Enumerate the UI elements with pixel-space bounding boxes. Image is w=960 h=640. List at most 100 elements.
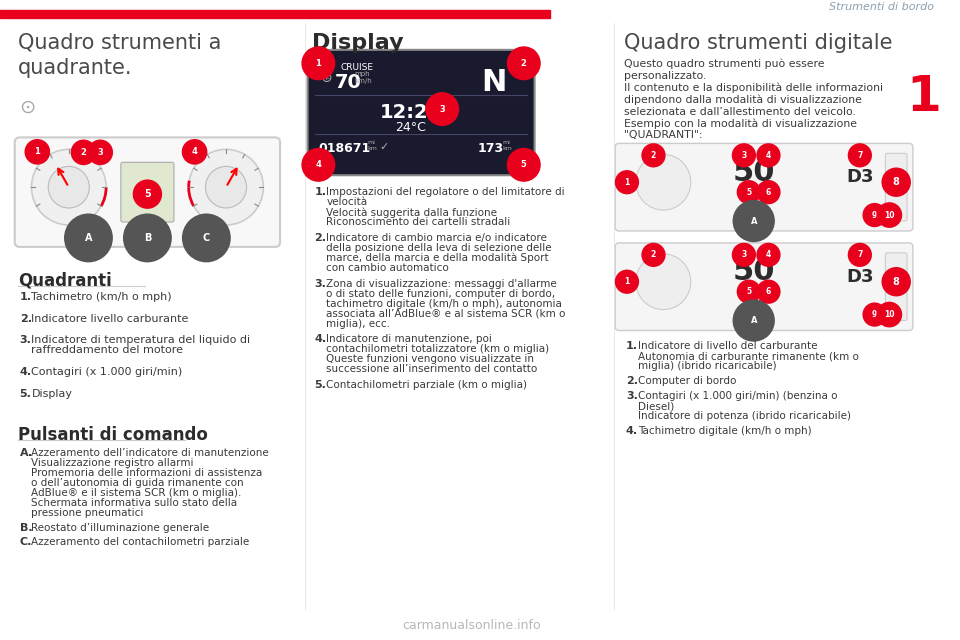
FancyBboxPatch shape [885,253,907,321]
Text: Indicatore di livello del carburante: Indicatore di livello del carburante [637,341,817,351]
Text: ⊙: ⊙ [19,98,36,116]
Text: mi
km: mi km [368,140,377,151]
Text: 2.: 2. [315,233,326,243]
Text: Display: Display [313,33,404,53]
Text: raffreddamento del motore: raffreddamento del motore [32,346,183,355]
Text: 3: 3 [741,151,747,160]
Text: Il contenuto e la disponibilità delle informazioni: Il contenuto e la disponibilità delle in… [624,83,883,93]
Text: 6: 6 [766,287,771,296]
Text: CRUISE: CRUISE [340,63,373,72]
Text: 4: 4 [192,147,198,156]
Text: 70: 70 [335,73,362,92]
Text: Quadro strumenti a
quadrante.: Quadro strumenti a quadrante. [17,33,221,77]
Text: miglia), ecc.: miglia), ecc. [326,319,391,328]
Text: 4: 4 [316,160,322,170]
Text: o dell’autonomia di guida rimanente con: o dell’autonomia di guida rimanente con [32,478,244,488]
Text: Tachimetro digitale (km/h o mph): Tachimetro digitale (km/h o mph) [637,426,811,436]
Text: 1.: 1. [315,187,326,197]
Text: 2: 2 [521,59,527,68]
Text: Esempio con la modalità di visualizzazione: Esempio con la modalità di visualizzazio… [624,118,857,129]
Text: C: C [203,233,210,243]
Text: Reostato d’illuminazione generale: Reostato d’illuminazione generale [32,523,209,532]
Text: 4: 4 [766,151,771,160]
FancyBboxPatch shape [14,138,280,247]
Text: 4.: 4. [626,426,638,436]
Text: 5.: 5. [19,389,32,399]
Text: mi
km: mi km [502,140,512,151]
Text: A: A [751,316,757,325]
Text: 9: 9 [872,211,877,220]
Text: selezionata e dall’allestimento del veicolo.: selezionata e dall’allestimento del veic… [624,107,856,116]
Text: Diesel): Diesel) [637,401,674,411]
Text: 3.: 3. [626,391,637,401]
Text: 1.: 1. [19,292,32,301]
Text: Computer di bordo: Computer di bordo [637,376,736,387]
Text: Velocità suggerita dalla funzione: Velocità suggerita dalla funzione [326,207,497,218]
Text: Indicatore livello carburante: Indicatore livello carburante [32,314,189,324]
Text: mph: mph [355,71,371,77]
Text: A: A [751,216,757,225]
Text: AdBlue® e il sistema SCR (km o miglia).: AdBlue® e il sistema SCR (km o miglia). [32,488,242,498]
Circle shape [636,154,691,210]
Text: Indicatore di manutenzione, poi: Indicatore di manutenzione, poi [326,335,492,344]
Circle shape [205,166,247,208]
Text: D3: D3 [846,168,874,186]
Text: 2.: 2. [19,314,32,324]
Text: km/h: km/h [355,77,372,84]
Text: 1: 1 [624,178,630,187]
Text: 2: 2 [81,148,86,157]
Text: 6: 6 [766,188,771,196]
Text: associata all’AdBlue® e al sistema SCR (km o: associata all’AdBlue® e al sistema SCR (… [326,308,565,319]
Bar [0,10,550,18]
Text: 5.: 5. [315,380,326,390]
Text: personalizzato.: personalizzato. [624,71,707,81]
Text: 50: 50 [732,157,775,187]
Text: B.: B. [19,523,33,532]
Text: 2.: 2. [626,376,638,387]
Text: della posizione della leva di selezione delle: della posizione della leva di selezione … [326,243,552,253]
Text: 12:25: 12:25 [379,102,442,122]
FancyBboxPatch shape [615,243,913,330]
Text: con cambio automatico: con cambio automatico [326,263,449,273]
Text: 10: 10 [884,211,895,220]
Text: 1: 1 [624,277,630,286]
Text: Quadro strumenti digitale: Quadro strumenti digitale [624,33,893,53]
Text: Zona di visualizzazione: messaggi d'allarme: Zona di visualizzazione: messaggi d'alla… [326,279,557,289]
Text: 3: 3 [97,148,103,157]
Text: 7: 7 [857,250,862,259]
Text: 2: 2 [651,151,656,160]
Text: 1.: 1. [626,341,638,351]
Text: Schermata informativa sullo stato della: Schermata informativa sullo stato della [32,498,237,508]
Text: Promemoria delle informazioni di assistenza: Promemoria delle informazioni di assiste… [32,468,263,478]
Text: Visualizzazione registro allarmi: Visualizzazione registro allarmi [32,458,194,468]
Text: Indicatore di temperatura del liquido di: Indicatore di temperatura del liquido di [32,335,251,346]
Text: Questo quadro strumenti può essere: Questo quadro strumenti può essere [624,59,825,69]
Text: 50: 50 [732,257,775,286]
Text: Indicatore di cambio marcia e/o indicatore: Indicatore di cambio marcia e/o indicato… [326,233,547,243]
Text: 9: 9 [872,310,877,319]
Text: Display: Display [32,389,72,399]
Text: 8: 8 [893,276,900,287]
Text: 3: 3 [741,250,747,259]
Circle shape [48,166,89,208]
Text: 5: 5 [746,287,752,296]
Text: Azzeramento del contachilometri parziale: Azzeramento del contachilometri parziale [32,538,250,547]
Text: 3.: 3. [19,335,32,346]
Text: Contagiri (x 1.000 giri/min): Contagiri (x 1.000 giri/min) [32,367,182,378]
Text: dipendono dalla modalità di visualizzazione: dipendono dalla modalità di visualizzazi… [624,95,862,105]
Text: 4.: 4. [19,367,32,378]
Text: 7: 7 [857,151,862,160]
Text: Azzeramento dell’indicatore di manutenzione: Azzeramento dell’indicatore di manutenzi… [32,448,269,458]
Text: 8: 8 [893,177,900,188]
Text: Tachimetro (km/h o mph): Tachimetro (km/h o mph) [32,292,172,301]
Text: pressione pneumatici: pressione pneumatici [32,508,144,518]
Text: Contachilometri parziale (km o miglia): Contachilometri parziale (km o miglia) [326,380,527,390]
FancyBboxPatch shape [307,50,535,175]
Text: tachimetro digitale (km/h o mph), autonomia: tachimetro digitale (km/h o mph), autono… [326,299,563,308]
Text: N: N [482,68,507,97]
Text: 24°C: 24°C [396,120,426,134]
Text: "QUADRANTI":: "QUADRANTI": [624,131,703,140]
Text: 2: 2 [651,250,656,259]
Text: A.: A. [19,448,33,458]
Text: 5: 5 [746,188,752,196]
